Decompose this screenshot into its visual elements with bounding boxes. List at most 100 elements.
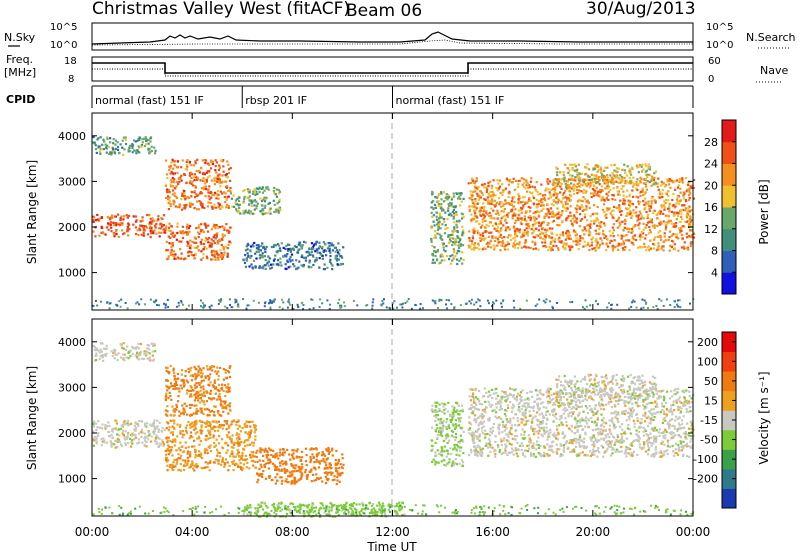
- power-echo-cell: [480, 238, 483, 241]
- velocity-echo-cell: [195, 419, 198, 422]
- power-echo-cell: [574, 207, 577, 210]
- power-echo-cell: [189, 205, 192, 208]
- power-echo-cell: [482, 207, 485, 210]
- power-echo-cell: [506, 213, 509, 216]
- power-floor-cell: [272, 299, 275, 302]
- power-echo-cell: [450, 198, 453, 201]
- velocity-echo-cell: [201, 420, 204, 423]
- velocity-echo-cell: [240, 455, 243, 458]
- velocity-echo-cell: [164, 397, 167, 400]
- power-echo-cell: [560, 240, 563, 243]
- power-echo-cell: [473, 232, 476, 235]
- power-echo-cell: [568, 231, 571, 234]
- velocity-echo-cell: [245, 466, 248, 469]
- power-floor-cell: [459, 304, 462, 307]
- velocity-echo-cell: [171, 433, 175, 436]
- velocity-echo-cell: [134, 347, 138, 350]
- power-echo-cell: [618, 206, 621, 209]
- power-echo-cell: [611, 244, 614, 247]
- power-echo-cell: [517, 197, 520, 201]
- power-floor-cell: [446, 307, 448, 310]
- power-echo-cell: [137, 234, 140, 237]
- power-echo-cell: [514, 221, 517, 225]
- power-echo-cell: [227, 243, 230, 246]
- power-echo-cell: [637, 184, 640, 187]
- power-echo-cell: [642, 182, 645, 185]
- power-echo-cell: [519, 206, 523, 209]
- velocity-echo-cell: [224, 371, 227, 374]
- power-echo-cell: [552, 244, 555, 247]
- power-echo-cell: [183, 195, 186, 198]
- power-echo-cell: [266, 212, 269, 215]
- power-echo-cell: [302, 256, 305, 259]
- power-echo-cell: [171, 160, 175, 163]
- power-echo-cell: [221, 206, 224, 209]
- power-echo-cell: [537, 200, 541, 203]
- velocity-echo-cell: [226, 434, 229, 437]
- power-echo-cell: [279, 257, 282, 260]
- power-echo-cell: [512, 177, 515, 180]
- velocity-echo-cell: [242, 458, 245, 462]
- power-floor-cell: [689, 302, 691, 305]
- power-echo-cell: [520, 208, 523, 212]
- power-echo-cell: [183, 190, 186, 193]
- velocity-echo-cell: [214, 444, 217, 447]
- nave-tick-top: 60: [708, 56, 721, 67]
- power-echo-cell: [616, 190, 619, 193]
- velocity-echo-cell: [252, 451, 255, 454]
- power-echo-cell: [437, 227, 440, 230]
- power-echo-cell: [540, 223, 543, 226]
- power-echo-cell: [253, 208, 256, 211]
- power-echo-cell: [279, 249, 282, 252]
- power-echo-cell: [593, 191, 596, 195]
- power-echo-cell: [657, 245, 660, 248]
- power-echo-cell: [639, 194, 642, 197]
- power-echo-cell: [621, 180, 624, 183]
- velocity-echo-cell: [125, 437, 129, 440]
- velocity-echo-cell: [228, 371, 231, 374]
- power-echo-cell: [460, 192, 463, 195]
- power-echo-cell: [498, 201, 501, 204]
- power-floor-cell: [116, 304, 119, 307]
- power-floor-cell: [163, 302, 165, 305]
- power-echo-cell: [187, 254, 190, 257]
- power-floor-cell: [470, 298, 473, 301]
- power-echo-cell: [617, 218, 620, 221]
- power-echo-cell: [649, 205, 652, 208]
- velocity-echo-cell: [178, 425, 181, 428]
- power-echo-cell: [93, 216, 96, 219]
- power-echo-cell: [297, 243, 300, 246]
- power-echo-cell: [119, 222, 122, 225]
- power-echo-cell: [165, 240, 168, 243]
- power-echo-cell: [617, 193, 620, 196]
- velocity-echo-cell: [312, 466, 316, 469]
- power-echo-cell: [608, 230, 611, 233]
- power-echo-cell: [516, 246, 520, 250]
- power-echo-cell: [580, 172, 584, 175]
- power-echo-cell: [605, 209, 608, 212]
- velocity-echo-cell: [129, 349, 132, 352]
- power-echo-cell: [218, 182, 221, 185]
- power-echo-cell: [168, 199, 171, 203]
- power-echo-cell: [638, 227, 641, 230]
- power-echo-cell: [180, 197, 183, 201]
- power-echo-cell: [513, 246, 516, 249]
- power-echo-cell: [432, 258, 435, 261]
- power-echo-cell: [115, 147, 118, 150]
- power-echo-cell: [476, 220, 479, 223]
- power-echo-cell: [144, 136, 147, 139]
- velocity-echo-cell: [92, 444, 95, 447]
- power-echo-cell: [492, 244, 495, 247]
- power-echo-cell: [667, 215, 670, 218]
- power-echo-cell: [254, 265, 257, 268]
- velocity-echo-cell: [209, 366, 212, 369]
- velocity-echo-cell: [189, 395, 192, 398]
- power-echo-cell: [645, 210, 648, 214]
- power-echo-cell: [169, 164, 172, 167]
- velocity-echo-cell: [195, 390, 199, 393]
- velocity-echo-cell: [218, 451, 221, 455]
- power-echo-cell: [687, 208, 690, 211]
- power-echo-cell: [100, 231, 103, 234]
- power-floor-cell: [210, 304, 213, 307]
- power-echo-cell: [458, 239, 462, 242]
